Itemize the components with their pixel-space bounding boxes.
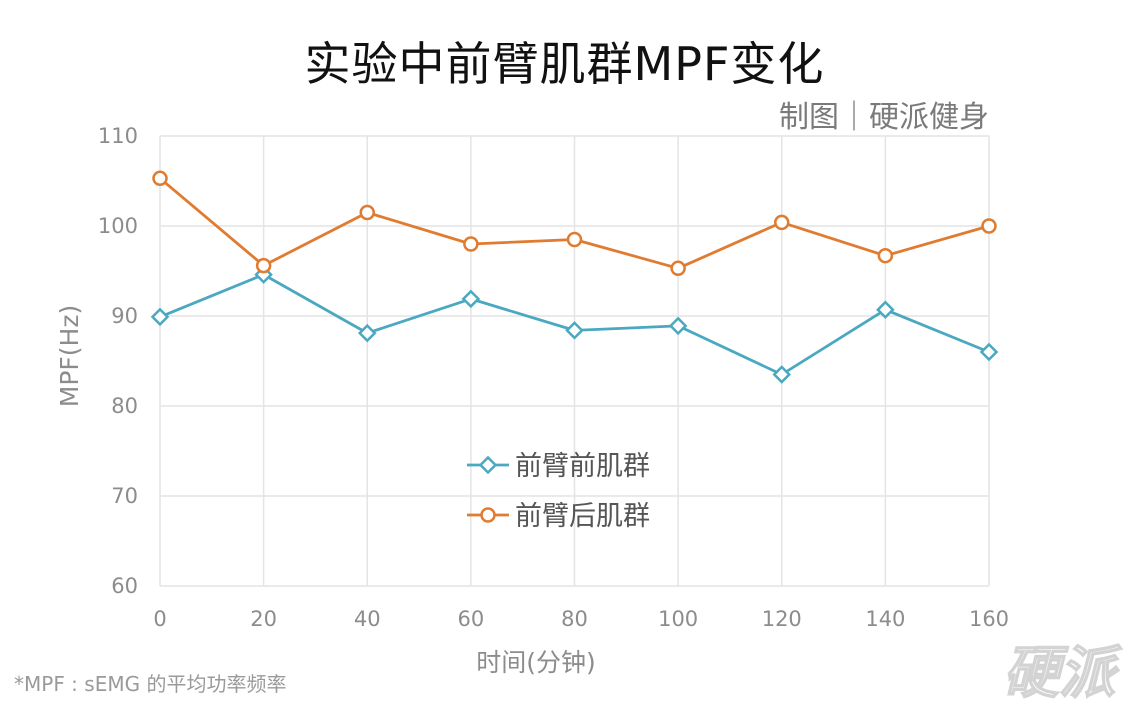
watermark-logo: 硬派 [1002, 640, 1116, 707]
chart-title: 实验中前臂肌群MPF变化 [304, 37, 825, 91]
data-point-circle [255, 257, 272, 274]
chart-credit: 制图｜硬派健身 [779, 100, 989, 135]
data-point-circle [981, 218, 997, 234]
data-point-diamond [461, 289, 481, 309]
data-point-diamond [876, 300, 895, 319]
data-point-diamond [565, 321, 584, 340]
x-axis-title: 时间(分钟) [476, 648, 596, 677]
y-tick-label: 110 [98, 124, 138, 148]
y-axis-title: MPF(Hz) [55, 305, 84, 407]
x-tick-label: 100 [658, 607, 698, 631]
data-point-circle [566, 231, 583, 248]
y-tick-label: 90 [111, 304, 138, 328]
y-tick-label: 70 [111, 484, 138, 508]
y-tick-label: 60 [111, 574, 138, 598]
footnote: *MPF : sEMG 的平均功率频率 [14, 672, 287, 696]
y-tick-label: 100 [98, 214, 138, 238]
data-point-diamond [979, 342, 999, 362]
gridlines [159, 135, 990, 587]
data-point-circle [877, 247, 894, 264]
data-point-diamond [357, 323, 377, 343]
legend-marker [478, 455, 498, 475]
data-point-circle [152, 170, 168, 187]
legend-label: 前臂后肌群 [515, 501, 650, 532]
series-layer [150, 170, 999, 384]
x-tick-label: 140 [865, 607, 905, 631]
legend-label: 前臂前肌群 [515, 451, 650, 482]
legend-item: 前臂前肌群 [467, 451, 650, 482]
series-1 [152, 170, 997, 277]
legend-marker [480, 507, 496, 523]
x-tick-label: 120 [762, 607, 802, 631]
data-point-circle [359, 204, 375, 221]
x-tick-label: 20 [250, 607, 277, 631]
legend-item: 前臂后肌群 [467, 501, 650, 532]
x-tick-label: 0 [153, 607, 166, 631]
data-point-diamond [150, 307, 170, 327]
data-point-diamond [668, 316, 688, 336]
y-tick-label: 80 [111, 394, 138, 418]
x-tick-labels: 0 20 40 60 80 100 120 140 160 [153, 607, 1009, 631]
data-point-diamond [772, 365, 792, 384]
data-point-circle [670, 260, 686, 277]
series-0 [150, 265, 999, 384]
y-tick-labels: 60 70 80 90 100 110 [98, 124, 138, 598]
data-point-circle [774, 214, 790, 231]
x-tick-label: 80 [561, 607, 588, 631]
x-tick-label: 160 [969, 607, 1009, 631]
data-point-circle [463, 236, 479, 252]
x-tick-label: 40 [354, 607, 381, 631]
x-tick-label: 60 [458, 607, 485, 631]
